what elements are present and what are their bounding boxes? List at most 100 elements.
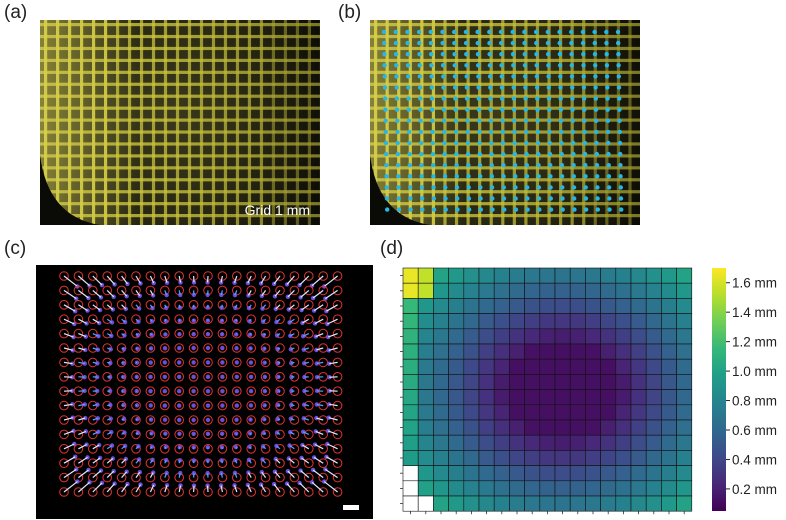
reference-circle bbox=[174, 444, 184, 454]
displacement-arrow bbox=[249, 333, 252, 336]
heatmap-cell bbox=[509, 389, 525, 406]
detected-node-dot bbox=[395, 163, 401, 168]
detected-node-dot bbox=[511, 74, 516, 79]
detected-node-dot bbox=[569, 52, 574, 57]
detected-node-dot bbox=[395, 118, 400, 124]
detected-node-dot bbox=[534, 52, 539, 57]
detected-node-dot bbox=[454, 151, 459, 157]
detected-node-dot bbox=[534, 85, 540, 90]
detected-node-dot bbox=[487, 29, 492, 35]
reference-circle bbox=[116, 458, 127, 468]
detected-node-dot bbox=[419, 151, 424, 157]
heatmap-cell bbox=[509, 434, 525, 451]
detected-node-dot bbox=[501, 151, 506, 157]
detected-node-dot bbox=[466, 163, 471, 168]
heatmap-cell bbox=[661, 495, 677, 512]
reference-circle bbox=[188, 314, 199, 325]
reference-circle bbox=[246, 328, 256, 339]
detected-node-dot bbox=[617, 140, 623, 146]
detected-node-dot bbox=[572, 207, 577, 212]
reference-circle bbox=[260, 386, 271, 396]
heatmap-cell bbox=[417, 419, 434, 436]
displacement-arrow bbox=[235, 318, 238, 322]
displacement-arrow bbox=[316, 361, 324, 365]
heatmap-cell bbox=[645, 434, 662, 451]
heatmap-cell bbox=[463, 495, 480, 512]
heatmap-cell bbox=[463, 480, 480, 497]
detected-node-dot bbox=[618, 174, 623, 179]
displacement-arrow bbox=[302, 318, 310, 324]
displacement-arrow bbox=[303, 347, 309, 351]
displacement-arrow bbox=[106, 431, 112, 435]
reference-circle bbox=[232, 357, 242, 368]
displacement-arrow bbox=[221, 304, 223, 308]
detected-node-dot bbox=[512, 163, 518, 168]
heatmap-cell bbox=[676, 298, 693, 314]
heatmap-cell bbox=[600, 419, 617, 436]
displacement-arrow bbox=[63, 468, 77, 479]
detected-node-dot bbox=[465, 118, 470, 124]
displacement-arrow bbox=[92, 318, 100, 324]
displacement-arrow bbox=[235, 446, 238, 450]
colorbar-axis: 1.6 mm 1.4 mm 1.2 mm 1.0 mm 0.8 mm 0.6 mm 0.4 … bbox=[726, 276, 777, 497]
heatmap-cell bbox=[417, 480, 434, 497]
detected-node-dot bbox=[396, 196, 401, 201]
displacement-arrow bbox=[178, 275, 182, 283]
panel-label-c: (c) bbox=[4, 238, 27, 259]
colorbar-tick-label: 0.8 mm bbox=[732, 394, 777, 409]
heatmap-cell bbox=[569, 328, 586, 345]
displaced-node bbox=[205, 403, 211, 408]
detected-node-dot bbox=[454, 185, 460, 190]
heatmap-cell bbox=[554, 358, 571, 375]
heatmap-cell bbox=[615, 404, 632, 421]
reference-circle bbox=[160, 487, 170, 497]
heatmap-cell bbox=[676, 374, 693, 390]
reference-circle bbox=[131, 372, 141, 382]
heatmap-cell bbox=[539, 374, 556, 390]
heatmap-cell bbox=[645, 374, 662, 390]
heatmap-cell bbox=[417, 465, 434, 482]
detected-node-dot bbox=[417, 63, 422, 68]
detected-node-dot bbox=[536, 185, 542, 190]
displacement-arrow bbox=[121, 432, 125, 435]
detected-node-dot bbox=[463, 40, 469, 46]
heatmap-cell bbox=[463, 389, 480, 406]
reference-circle bbox=[332, 415, 343, 425]
detected-node-dot bbox=[557, 63, 563, 68]
displacement-arrow bbox=[135, 347, 138, 350]
displacement-arrow bbox=[92, 275, 103, 286]
displacement-arrow bbox=[248, 304, 252, 309]
reference-circle bbox=[304, 444, 314, 454]
detected-node-dot bbox=[523, 85, 528, 90]
displaced-node bbox=[109, 333, 114, 338]
displacement-arrow bbox=[106, 289, 115, 298]
detected-node-dot bbox=[605, 129, 611, 135]
detected-node-dot bbox=[523, 74, 528, 79]
heatmap-cell bbox=[433, 282, 449, 299]
heatmap-cell bbox=[615, 389, 632, 406]
heatmap-cell bbox=[569, 343, 586, 360]
detected-node-dot bbox=[442, 151, 447, 157]
heatmap-cell bbox=[630, 343, 647, 360]
heatmap-cell bbox=[417, 343, 434, 360]
displaced-node bbox=[220, 360, 225, 365]
heatmap-cell bbox=[402, 404, 419, 421]
detected-node-dot bbox=[396, 207, 402, 212]
detected-node-dot bbox=[548, 163, 553, 168]
reference-circle bbox=[217, 487, 228, 497]
heatmap-cell bbox=[569, 450, 586, 466]
detected-node-dot bbox=[606, 140, 611, 146]
displacement-arrow bbox=[63, 347, 74, 351]
heatmap-cell bbox=[585, 450, 601, 466]
detected-node-dot bbox=[534, 40, 539, 46]
heatmap-cell bbox=[585, 480, 601, 497]
heatmap-cell bbox=[509, 374, 525, 390]
displacement-arrow bbox=[220, 290, 223, 296]
detected-node-dot bbox=[440, 63, 446, 68]
displaced-node bbox=[300, 429, 306, 435]
displacement-arrow bbox=[106, 418, 111, 421]
photo-grid-raw: Grid 1 mm bbox=[40, 20, 320, 225]
displacement-arrow bbox=[248, 459, 252, 464]
detected-node-dot bbox=[440, 52, 446, 57]
heatmap-cell bbox=[478, 434, 495, 451]
